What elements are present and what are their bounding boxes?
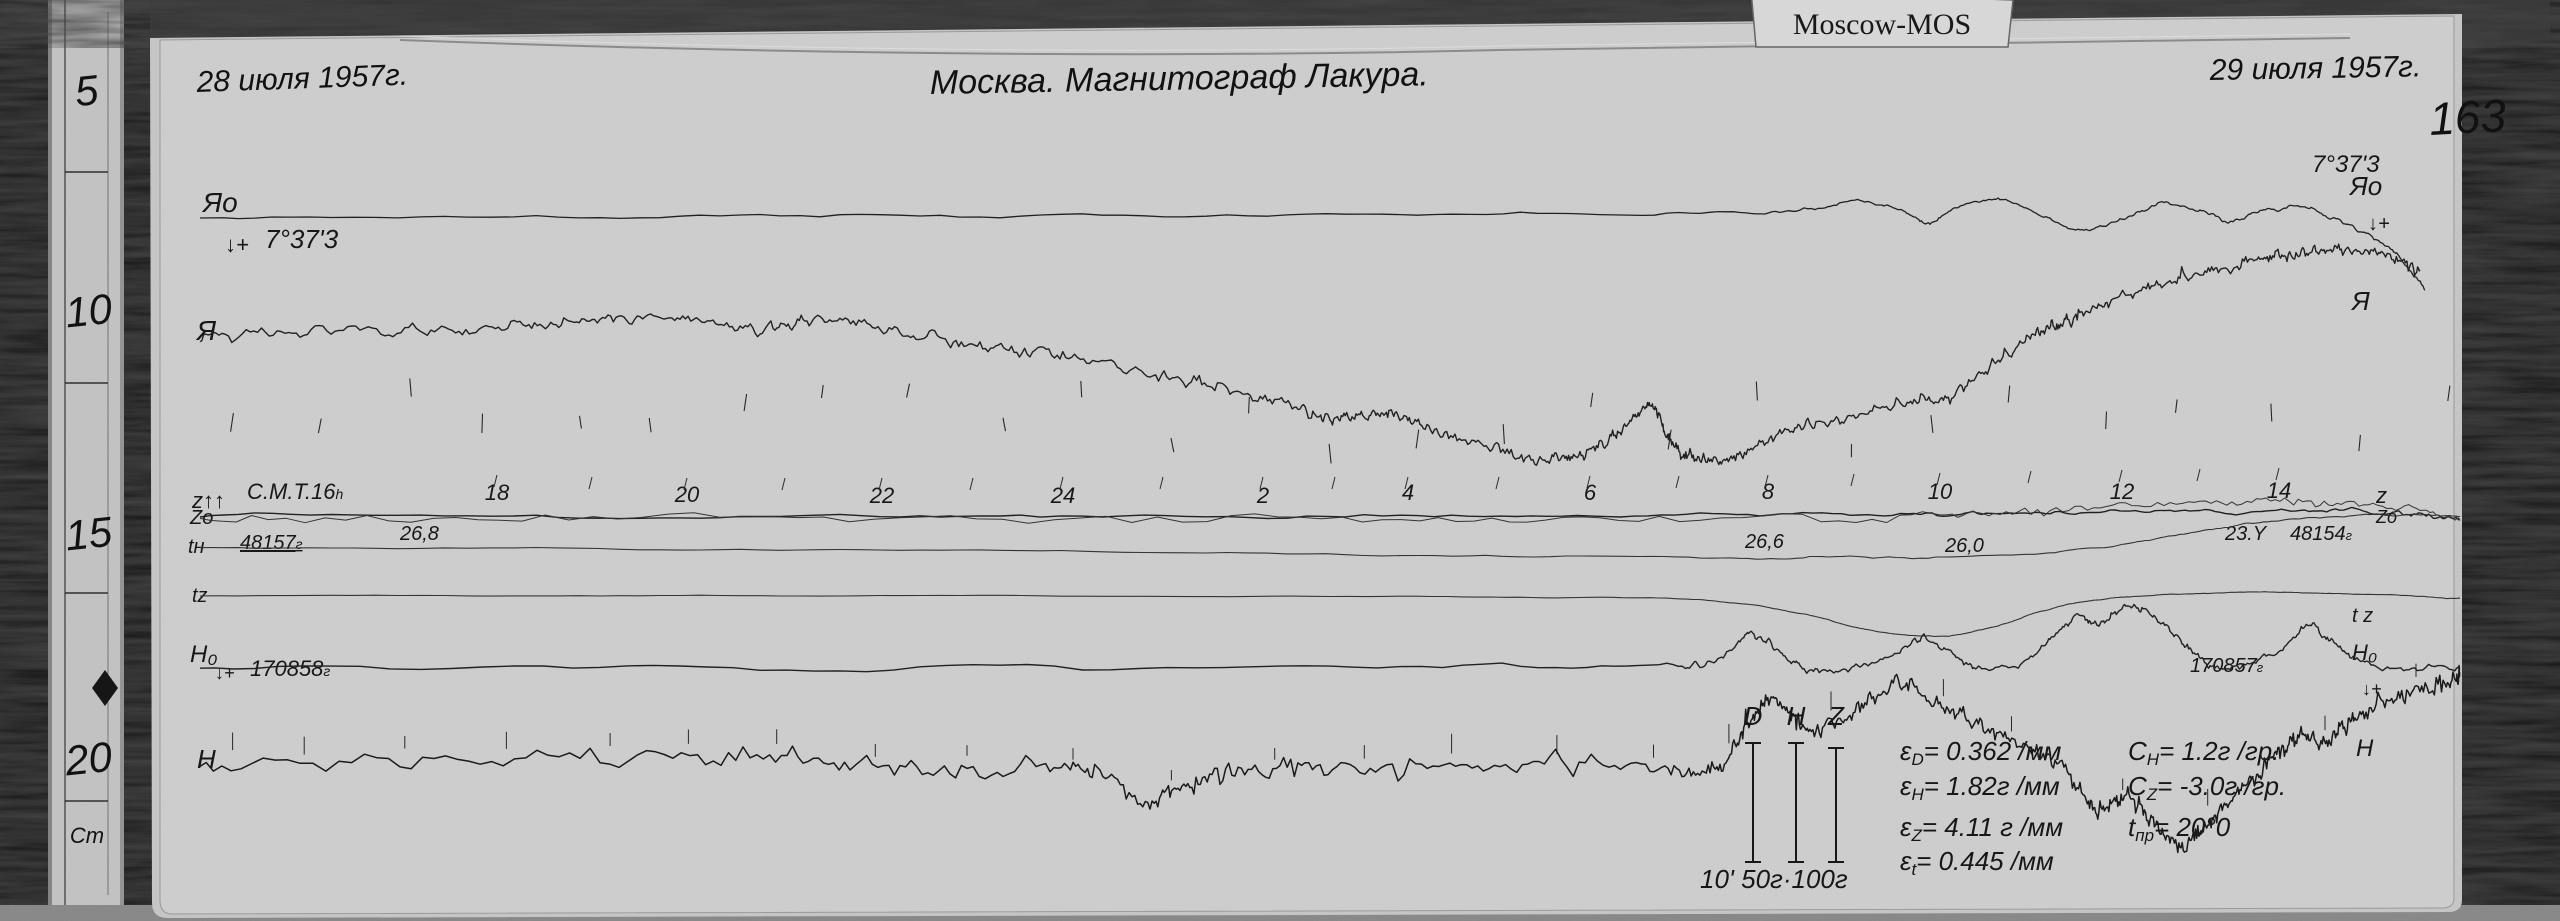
svg-text:H₀: H₀: [190, 641, 217, 668]
svg-text:10: 10: [1928, 479, 1953, 504]
svg-text:26,8: 26,8: [399, 523, 439, 545]
svg-text:Яo: Яo: [201, 187, 238, 218]
svg-text:7°37'3: 7°37'3: [265, 224, 339, 254]
svg-text:15: 15: [63, 508, 115, 560]
svg-text:t z: t z: [2352, 605, 2373, 627]
svg-text:tн: tн: [188, 536, 205, 558]
svg-text:4: 4: [1402, 480, 1414, 505]
svg-text:48157г: 48157г: [240, 532, 303, 554]
svg-text:20: 20: [674, 482, 700, 507]
svg-text:22: 22: [869, 483, 894, 508]
svg-text:Zo: Zo: [189, 507, 213, 529]
svg-text:Moscow-MOS: Moscow-MOS: [1793, 8, 1971, 41]
svg-text:48154г: 48154г: [2290, 523, 2353, 545]
svg-text:Zo: Zo: [2375, 507, 2397, 527]
svg-text:14: 14: [2267, 478, 2291, 503]
svg-text:С.М.Т.16h: С.М.Т.16h: [247, 479, 344, 504]
svg-text:Я: Я: [195, 315, 217, 346]
svg-text:Я: Я: [2350, 286, 2370, 316]
svg-text:7°37'3: 7°37'3: [2312, 151, 2380, 178]
svg-text:εt= 0.445 /мм: εt= 0.445 /мм: [1900, 846, 2054, 879]
svg-text:8: 8: [1762, 479, 1775, 504]
svg-text:z: z: [2375, 483, 2387, 508]
svg-text:23.Y: 23.Y: [2224, 523, 2268, 545]
svg-text:6: 6: [1584, 480, 1597, 505]
svg-text:26,6: 26,6: [1744, 531, 1785, 553]
svg-text:Cm: Cm: [70, 823, 104, 848]
svg-text:29 июля 1957г.: 29 июля 1957г.: [2209, 50, 2422, 87]
svg-text:18: 18: [485, 480, 510, 505]
svg-text:20: 20: [62, 733, 115, 785]
svg-text:εZ= 4.11 г /мм: εZ= 4.11 г /мм: [1900, 812, 2063, 845]
svg-text:H: H: [2356, 735, 2374, 762]
svg-text:163: 163: [2428, 89, 2508, 145]
svg-text:24: 24: [1050, 483, 1075, 508]
svg-text:H: H: [197, 744, 216, 774]
svg-text:↓+: ↓+: [225, 232, 249, 257]
svg-text:12: 12: [2110, 479, 2134, 504]
svg-text:2: 2: [1256, 483, 1269, 508]
svg-text:26,0: 26,0: [1944, 535, 1984, 557]
svg-text:10: 10: [63, 285, 115, 337]
svg-text:↓+: ↓+: [2368, 213, 2390, 235]
svg-text:10' 50г·100г: 10' 50г·100г: [1700, 864, 1848, 894]
svg-text:↓+: ↓+: [215, 663, 235, 683]
svg-text:εH= 1.82г /мм: εH= 1.82г /мм: [1900, 771, 2060, 804]
